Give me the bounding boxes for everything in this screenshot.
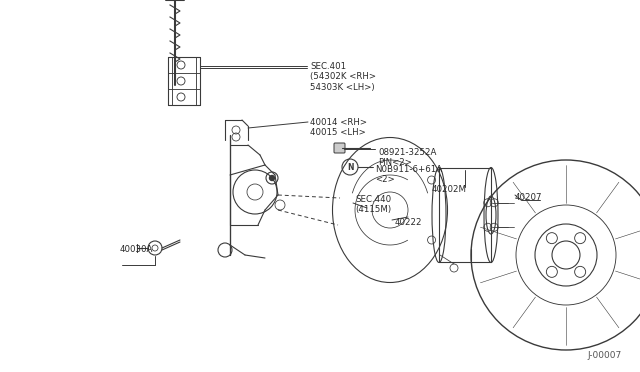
Text: N: N xyxy=(347,163,353,171)
Text: 40222: 40222 xyxy=(395,218,422,227)
Text: SEC.401
(54302K <RH>
54303K <LH>): SEC.401 (54302K <RH> 54303K <LH>) xyxy=(310,62,376,92)
FancyBboxPatch shape xyxy=(334,143,345,153)
Circle shape xyxy=(269,176,275,180)
Text: 40202M: 40202M xyxy=(432,185,467,194)
Text: 08921-3252A
PIN<2>: 08921-3252A PIN<2> xyxy=(378,148,436,167)
Circle shape xyxy=(342,159,358,175)
Text: 40030A: 40030A xyxy=(120,245,154,254)
Text: 40207: 40207 xyxy=(515,193,543,202)
Text: 40014 <RH>
40015 <LH>: 40014 <RH> 40015 <LH> xyxy=(310,118,367,137)
Text: SEC.440
(4115M): SEC.440 (4115M) xyxy=(355,195,391,214)
Text: J-00007: J-00007 xyxy=(588,351,622,360)
Text: N0B911-6+61A
<2>: N0B911-6+61A <2> xyxy=(375,165,442,185)
